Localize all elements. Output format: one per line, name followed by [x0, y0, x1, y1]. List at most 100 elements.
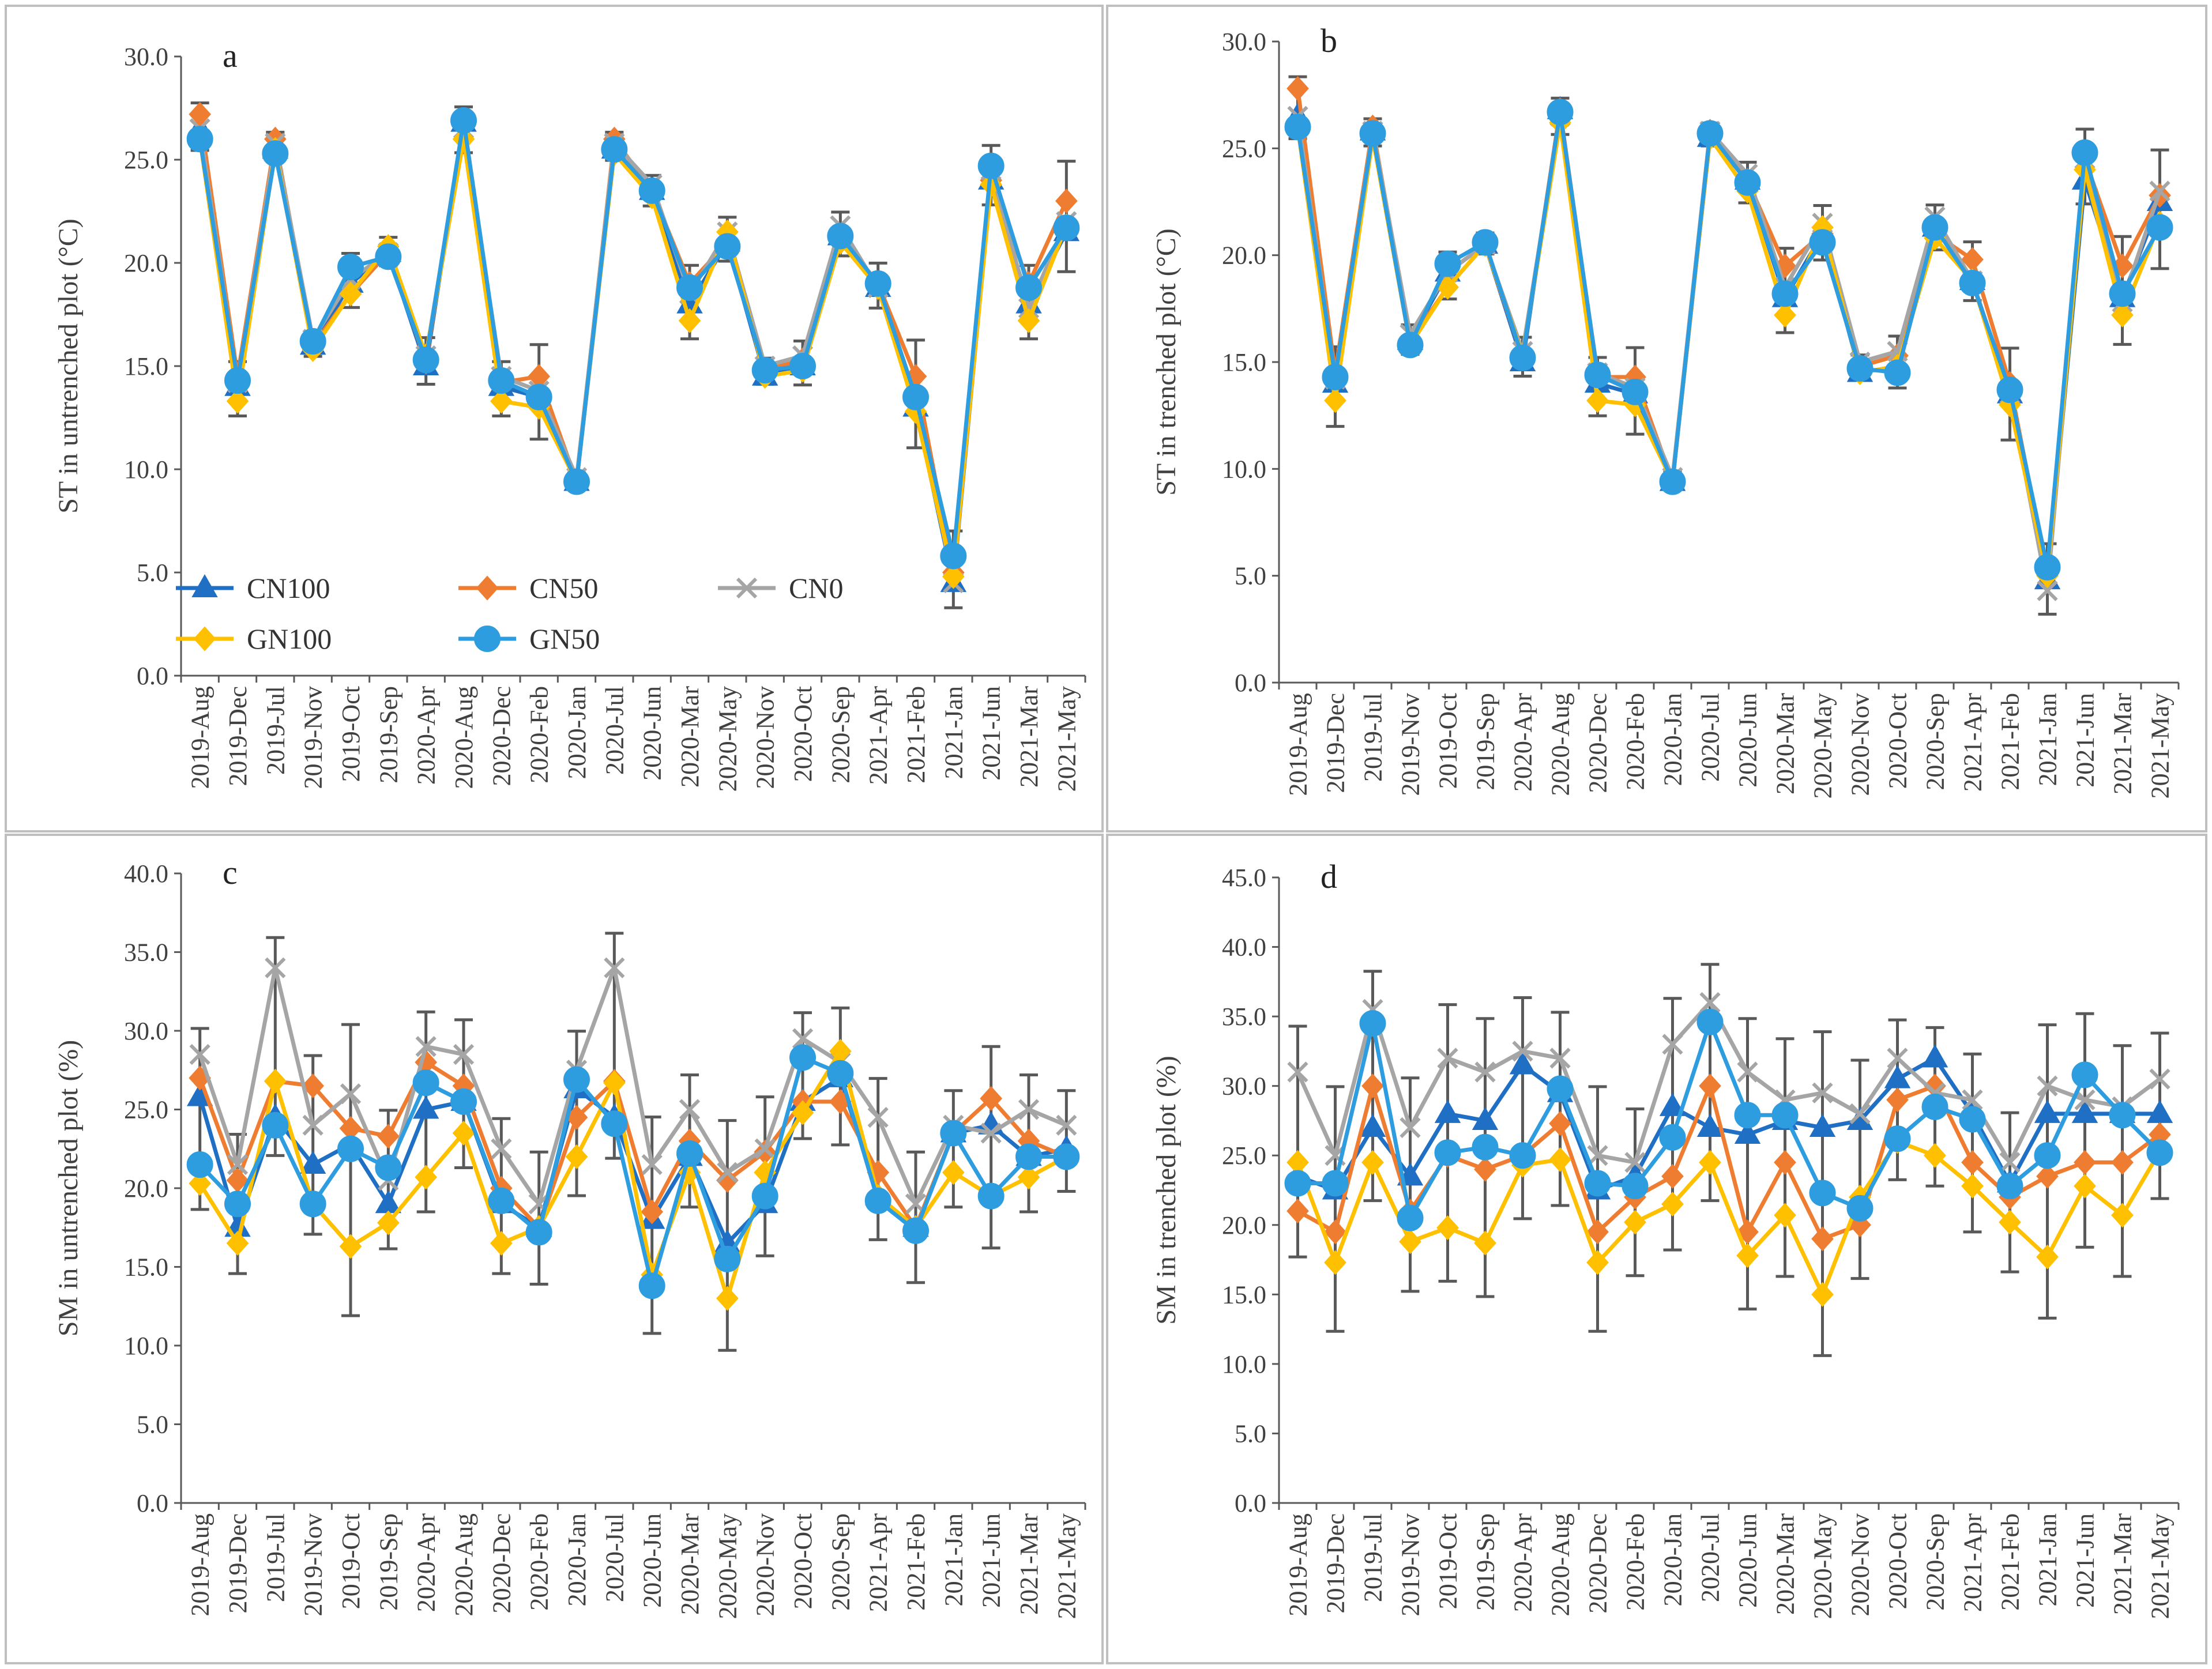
data-point [1996, 1173, 2023, 1200]
data-point [1359, 1010, 1386, 1037]
data-point [638, 177, 665, 204]
data-point [1622, 1173, 1649, 1200]
x-tick-label: 2019-Oct [337, 1513, 365, 1609]
x-tick-label: 2020-Aug [450, 686, 478, 789]
legend-label: GN50 [529, 623, 600, 655]
data-point [488, 367, 515, 394]
data-point [2146, 214, 2173, 241]
y-tick-label: 25.0 [1222, 134, 1266, 163]
data-point [488, 1187, 515, 1214]
data-point [1996, 376, 2023, 404]
data-point [1056, 1114, 1077, 1136]
x-tick-label: 2019-Aug [1284, 1513, 1312, 1616]
data-point [339, 281, 362, 307]
data-point [226, 1231, 249, 1256]
data-point [1734, 1121, 1761, 1144]
x-tick-label: 2019-Dec [224, 686, 252, 786]
x-tick-label: 2021-Mar [1015, 686, 1043, 788]
data-point [1547, 99, 1574, 126]
x-tick-label: 2020-Mar [676, 1513, 704, 1615]
data-point [1959, 1106, 1986, 1133]
panel-border [5, 834, 1104, 1664]
data-point [1015, 274, 1042, 301]
data-point [1437, 1048, 1458, 1069]
data-point [977, 1182, 1005, 1210]
legend-label: GN100 [247, 623, 332, 655]
x-tick-label: 2019-Dec [1322, 1513, 1350, 1614]
data-point [864, 1187, 891, 1214]
data-point [754, 1138, 776, 1159]
data-point [1472, 1133, 1499, 1161]
data-point [2074, 1089, 2096, 1110]
data-point [1397, 331, 1424, 359]
x-tick-label: 2020-Nov [1846, 693, 1875, 796]
y-tick-label: 5.0 [137, 1411, 168, 1439]
x-tick-label: 2021-Jan [2034, 693, 2062, 786]
data-point [2071, 1099, 2098, 1123]
data-point [2034, 1099, 2061, 1123]
x-tick-label: 2021-Apr [1959, 693, 1987, 792]
x-tick-label: 2019-Aug [186, 686, 215, 789]
x-tick-label: 2021-Jan [2034, 1513, 2062, 1606]
legend-swatch-marker [191, 574, 218, 597]
x-tick-label: 2019-Dec [1322, 693, 1350, 793]
legend-item: CN50 [458, 572, 598, 604]
x-tick-label: 2021-Feb [902, 1513, 930, 1611]
x-tick-label: 2020-Jul [600, 1513, 629, 1602]
x-tick-label: 2019-Jul [261, 686, 289, 775]
y-tick-label: 5.0 [1235, 562, 1266, 590]
data-point [1811, 1226, 1834, 1252]
series-gn50 [1284, 1008, 2173, 1231]
series-line [198, 118, 1069, 558]
data-point [1622, 378, 1649, 405]
data-point [1921, 1044, 1948, 1068]
data-point [1659, 1092, 1686, 1116]
x-tick-label: 2020-Feb [525, 686, 554, 783]
y-tick-label: 5.0 [137, 559, 168, 587]
x-tick-label: 2019-Sep [1472, 693, 1500, 790]
y-tick-label: 0.0 [1235, 1489, 1266, 1517]
x-tick-label: 2020-Feb [1622, 693, 1650, 790]
data-point [1999, 1210, 2021, 1235]
data-point [1324, 1250, 1346, 1275]
x-tick-label: 2020-Jun [638, 1513, 667, 1608]
y-tick-label: 35.0 [124, 939, 168, 967]
data-point [1584, 1170, 1611, 1197]
data-point [1399, 1229, 1421, 1254]
x-tick-label: 2020-Jul [1696, 1513, 1725, 1602]
data-point [2071, 1061, 2098, 1088]
x-tick-label: 2020-Jun [1734, 1513, 1762, 1608]
data-point [1324, 388, 1346, 413]
x-tick-label: 2020-Oct [1884, 1513, 1912, 1609]
data-point [940, 542, 967, 570]
y-axis-title: SM in untrenched plot (%) [53, 1040, 84, 1337]
data-point [1549, 1048, 1571, 1069]
data-point [1474, 1061, 1496, 1083]
x-tick-label: 2020-Jan [563, 686, 591, 779]
data-point [491, 1138, 512, 1159]
data-point [415, 1036, 437, 1057]
series-gn50 [1284, 99, 2173, 581]
x-tick-label: 2020-Sep [826, 686, 855, 783]
data-point [1361, 1073, 1384, 1099]
data-point [601, 136, 628, 163]
data-point [452, 126, 475, 152]
data-point [980, 1086, 1003, 1111]
data-point [1699, 1150, 1721, 1175]
y-tick-label: 30.0 [1222, 1072, 1266, 1101]
x-tick-label: 2021-Mar [1015, 1513, 1043, 1615]
data-point [1846, 1195, 1874, 1222]
data-point [1736, 1243, 1759, 1268]
x-tick-label: 2020-Sep [826, 1513, 855, 1611]
x-tick-label: 2020-Oct [789, 1513, 817, 1609]
data-point [375, 1154, 402, 1181]
panel-label: b [1321, 22, 1337, 59]
legend-swatch-marker [193, 626, 216, 651]
data-point [789, 353, 816, 379]
panel-border [5, 5, 1104, 832]
data-point [791, 1100, 814, 1125]
data-point [302, 1114, 323, 1136]
x-tick-label: 2020-May [1809, 1513, 1837, 1619]
data-point [1512, 1041, 1533, 1062]
x-tick-label: 2019-Jul [1359, 693, 1387, 782]
